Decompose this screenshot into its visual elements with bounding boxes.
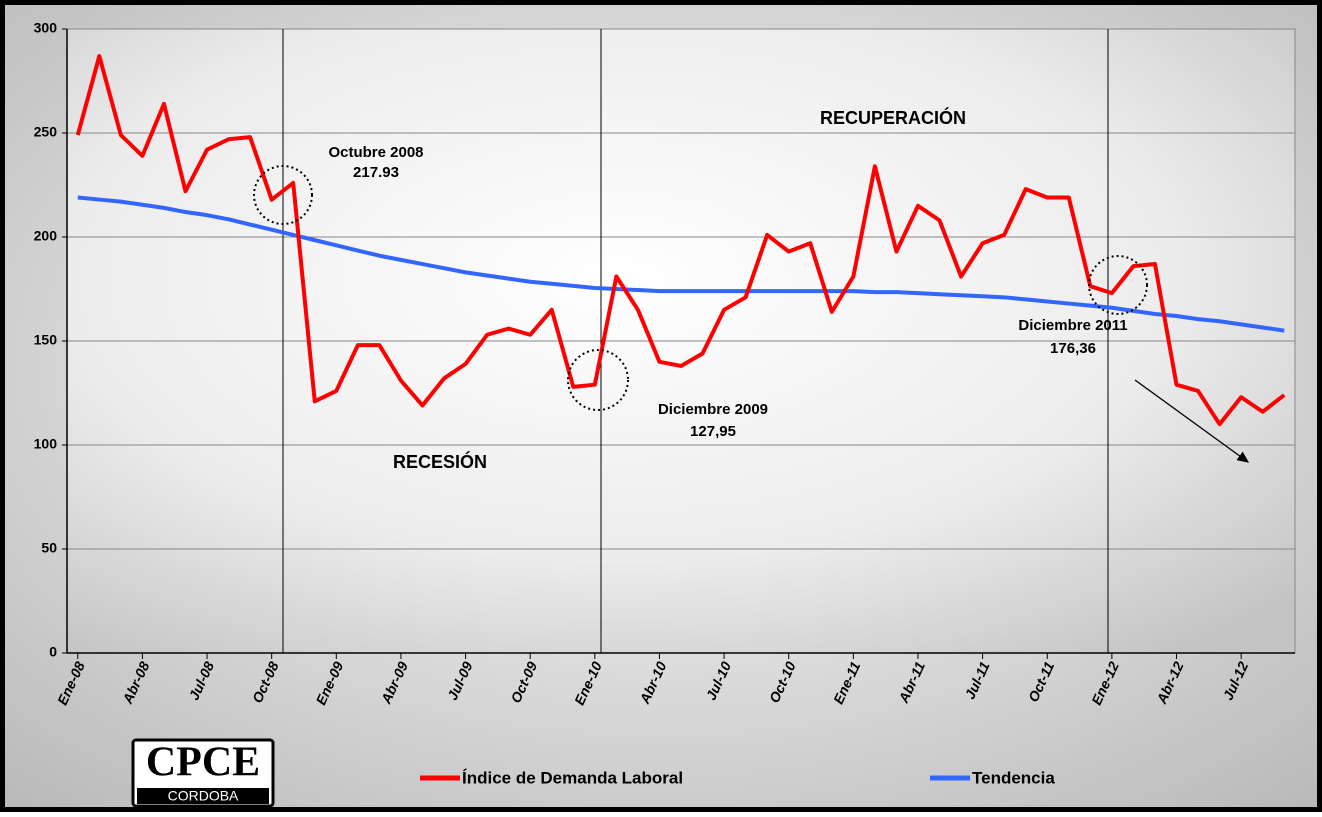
annotation: Diciembre 2009 bbox=[658, 401, 768, 418]
y-tick-label: 300 bbox=[34, 20, 58, 36]
logo: CPCE CORDOBA bbox=[131, 738, 275, 808]
phase-label: RECESIÓN bbox=[393, 451, 487, 472]
y-tick-label: 100 bbox=[34, 436, 58, 452]
series-line bbox=[75, 54, 1286, 427]
logo-name: CPCE bbox=[146, 740, 260, 786]
logo-subtitle: CORDOBA bbox=[168, 788, 239, 804]
series-line bbox=[77, 195, 1285, 333]
highlight-circle bbox=[1088, 255, 1148, 315]
y-tick-label: 200 bbox=[34, 228, 58, 244]
annotation: Octubre 2008 bbox=[328, 144, 423, 161]
phase-label: RECUPERACIÓN bbox=[820, 107, 966, 128]
annotation-value: 176,36 bbox=[1050, 340, 1096, 357]
y-tick-label: 0 bbox=[49, 644, 57, 660]
y-tick-label: 50 bbox=[41, 540, 57, 556]
highlight-circle bbox=[567, 349, 629, 411]
highlight-circle bbox=[253, 165, 313, 225]
legend-label: Índice de Demanda Laboral bbox=[462, 768, 683, 787]
annotation-value: 127,95 bbox=[690, 423, 736, 440]
annotation-value: 217.93 bbox=[353, 164, 399, 181]
annotation: Diciembre 2011 bbox=[1018, 317, 1127, 334]
annotation-layer bbox=[253, 165, 1250, 463]
y-tick-label: 250 bbox=[34, 124, 58, 140]
logo-band bbox=[137, 788, 269, 804]
trend-arrow bbox=[1134, 379, 1250, 463]
annotation-layer bbox=[282, 29, 1109, 653]
legend-label: Tendencia bbox=[972, 768, 1055, 787]
y-tick-label: 150 bbox=[34, 332, 58, 348]
